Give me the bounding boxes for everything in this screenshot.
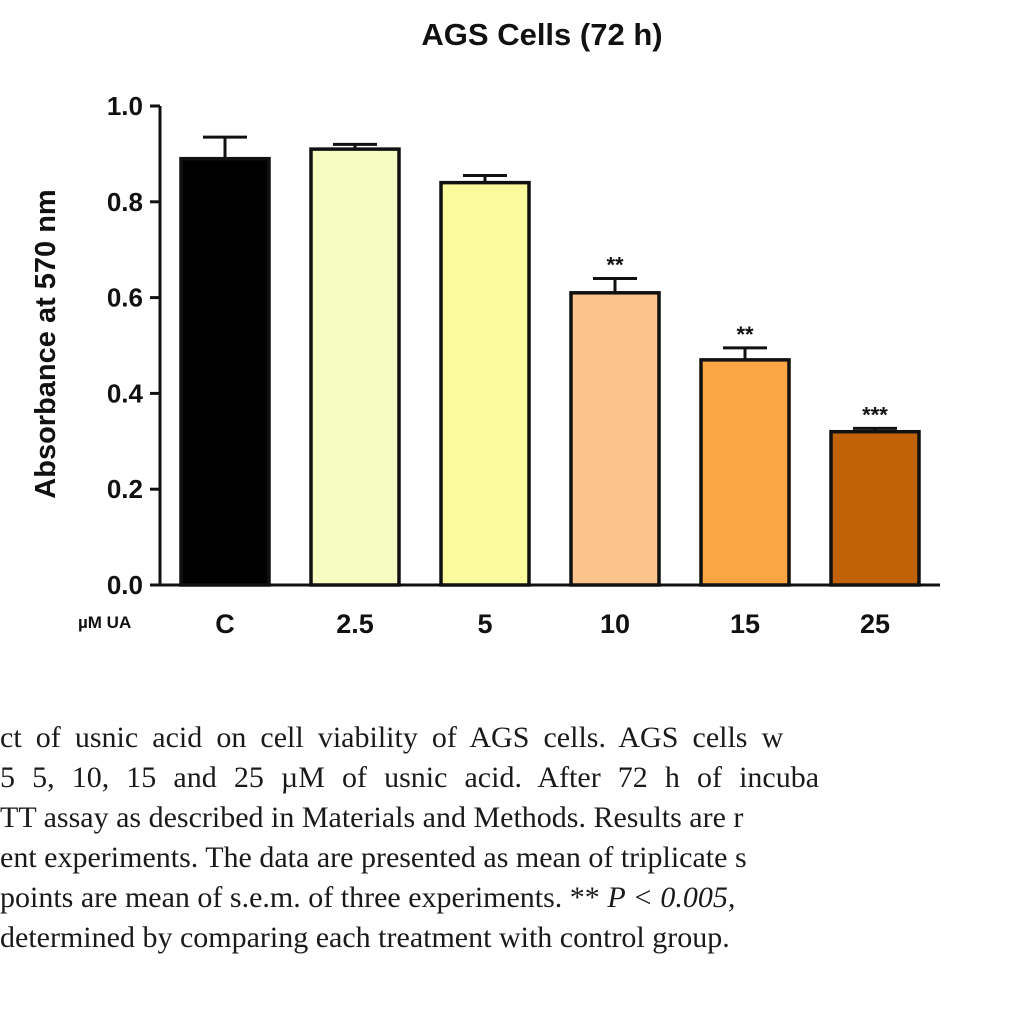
x-tick-label: 25 (860, 609, 890, 639)
y-tick-label: 0.0 (107, 570, 143, 600)
y-tick-label: 0.8 (107, 187, 143, 217)
x-axis-unit-label: µM UA (78, 613, 131, 632)
bars-group (179, 147, 921, 587)
caption-line-6: determined by comparing each treatment w… (0, 921, 730, 954)
x-tick-label: C (215, 609, 235, 639)
bar (179, 156, 271, 587)
bar (829, 429, 921, 587)
y-tick-label: 0.2 (107, 474, 143, 504)
significance-group: ******* (606, 252, 888, 427)
bar (699, 358, 791, 587)
bar (569, 291, 661, 587)
caption-pvalue: P < 0.005, (607, 881, 736, 914)
y-tick-label: 0.6 (107, 283, 143, 313)
caption-line-2: 5 5, 10, 15 and 25 µM of usnic acid. Aft… (0, 761, 820, 794)
significance-label: *** (862, 402, 888, 427)
x-tick-label: 15 (730, 609, 760, 639)
significance-label: ** (736, 322, 754, 347)
y-axis: 0.0 0.2 0.4 0.6 0.8 1.0 (107, 91, 162, 600)
y-tick-label: 1.0 (107, 91, 143, 121)
x-axis: C 2.5 5 10 15 25 (159, 583, 940, 639)
caption-line-5: points are mean of s.e.m. of three exper… (0, 878, 735, 919)
x-tick-label: 10 (600, 609, 630, 639)
significance-label: ** (606, 252, 624, 277)
caption-line-5-text: points are mean of s.e.m. of three exper… (0, 881, 608, 914)
caption-line-3: TT assay as described in Materials and M… (0, 801, 744, 834)
y-tick-label: 0.4 (107, 378, 144, 408)
bar (439, 180, 531, 587)
figure-caption: ct of usnic acid on cell viability of AG… (0, 718, 1024, 1024)
x-tick-label: 5 (477, 609, 492, 639)
bar (309, 147, 401, 587)
x-tick-label: 2.5 (336, 609, 374, 639)
caption-line-4: ent experiments. The data are presented … (0, 841, 747, 874)
error-bars-group (203, 135, 897, 432)
chart-title: AGS Cells (72 h) (421, 17, 662, 52)
caption-line-1: ct of usnic acid on cell viability of AG… (0, 721, 784, 754)
y-axis-label: Absorbance at 570 nm (30, 189, 62, 498)
